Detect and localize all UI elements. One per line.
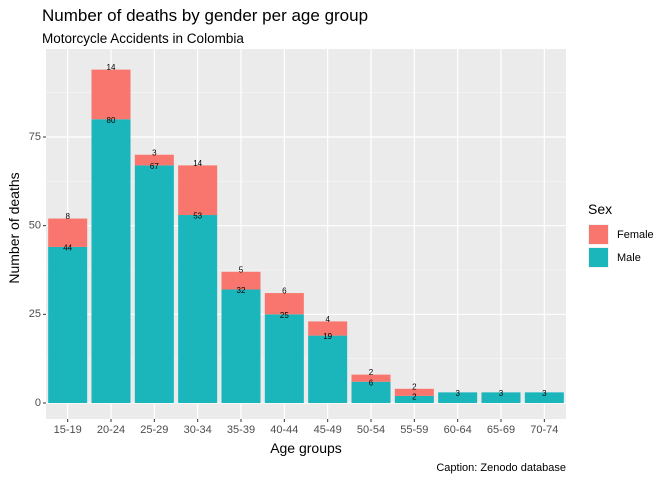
legend: Sex Female Male [588, 201, 654, 268]
y-axis-title: Number of deaths [6, 172, 22, 283]
bar-female [394, 388, 434, 396]
bar-male [481, 392, 521, 403]
data-label-male: 67 [150, 162, 159, 171]
bar-male [308, 335, 348, 403]
grid-minor [46, 92, 566, 359]
data-label-female: 14 [107, 63, 116, 72]
x-axis: 15-19 20-24 25-29 30-34 35-39 40-44 45-49 50-54… [54, 419, 558, 436]
x-tick-label: 40-44 [270, 424, 298, 436]
data-label-male: 3 [455, 389, 460, 398]
x-tick-label: 70-74 [530, 424, 558, 436]
bar-male [221, 289, 261, 403]
data-label-male: 32 [237, 286, 246, 295]
x-tick-label: 45-49 [314, 424, 342, 436]
bar-male [438, 392, 478, 403]
y-tick-label: 75 [29, 131, 41, 143]
data-label-male: 44 [63, 244, 72, 253]
bar-female [308, 321, 348, 336]
data-label-male: 19 [323, 332, 332, 341]
y-tick-label: 50 [29, 220, 41, 232]
bar-female [351, 374, 391, 382]
data-label-female: 6 [282, 287, 287, 296]
data-label-female: 14 [193, 159, 202, 168]
bar-male [91, 119, 131, 404]
bar-male [134, 165, 174, 403]
data-label-male: 6 [369, 378, 374, 387]
data-label-male: 80 [107, 116, 116, 125]
bar-female [221, 271, 261, 290]
x-tick-label: 55-59 [400, 424, 428, 436]
chart-subtitle: Motorcycle Accidents in Colombia [42, 31, 244, 46]
bar-female [48, 218, 88, 247]
x-tick-label: 65-69 [487, 424, 515, 436]
x-tick-label: 15-19 [54, 424, 82, 436]
bar-female [264, 293, 304, 315]
bar-male [264, 314, 304, 403]
legend-swatch [589, 248, 608, 267]
data-label-female: 2 [412, 382, 417, 391]
bar-male [351, 381, 391, 403]
chart-caption: Caption: Zenodo database [436, 462, 566, 474]
x-tick-label: 35-39 [227, 424, 255, 436]
x-tick-label: 50-54 [357, 424, 385, 436]
x-axis-title: Age groups [270, 440, 342, 456]
x-tick-label: 25-29 [140, 424, 168, 436]
data-label-female: 8 [65, 212, 70, 221]
bar-male [48, 246, 88, 403]
chart-title: Number of deaths by gender per age group [42, 6, 368, 25]
data-label-male: 3 [499, 389, 504, 398]
data-label-male: 2 [412, 393, 417, 402]
plot-panel [46, 49, 566, 419]
data-label-female: 5 [239, 265, 244, 274]
y-tick-label: 25 [29, 308, 41, 320]
legend-label: Male [617, 252, 641, 264]
x-tick-label: 20-24 [97, 424, 125, 436]
bars [48, 69, 564, 404]
y-axis: 0 25 50 75 [29, 131, 46, 409]
bar-female [178, 165, 218, 216]
data-label-female: 3 [152, 148, 157, 157]
data-label-male: 25 [280, 311, 289, 320]
x-tick-label: 30-34 [184, 424, 212, 436]
legend-label: Female [617, 229, 654, 241]
data-label-female: 4 [325, 315, 330, 324]
bar-male [178, 215, 218, 403]
x-tick-label: 60-64 [444, 424, 472, 436]
legend-swatch [589, 225, 608, 244]
data-label-male: 3 [542, 389, 547, 398]
legend-title: Sex [588, 201, 612, 217]
bar-male [394, 395, 434, 403]
data-label-female: 2 [369, 368, 374, 377]
bar-male [524, 392, 564, 403]
y-tick-label: 0 [35, 397, 41, 409]
bar-female [91, 69, 131, 120]
bar-female [134, 154, 174, 166]
data-label-male: 53 [193, 212, 202, 221]
